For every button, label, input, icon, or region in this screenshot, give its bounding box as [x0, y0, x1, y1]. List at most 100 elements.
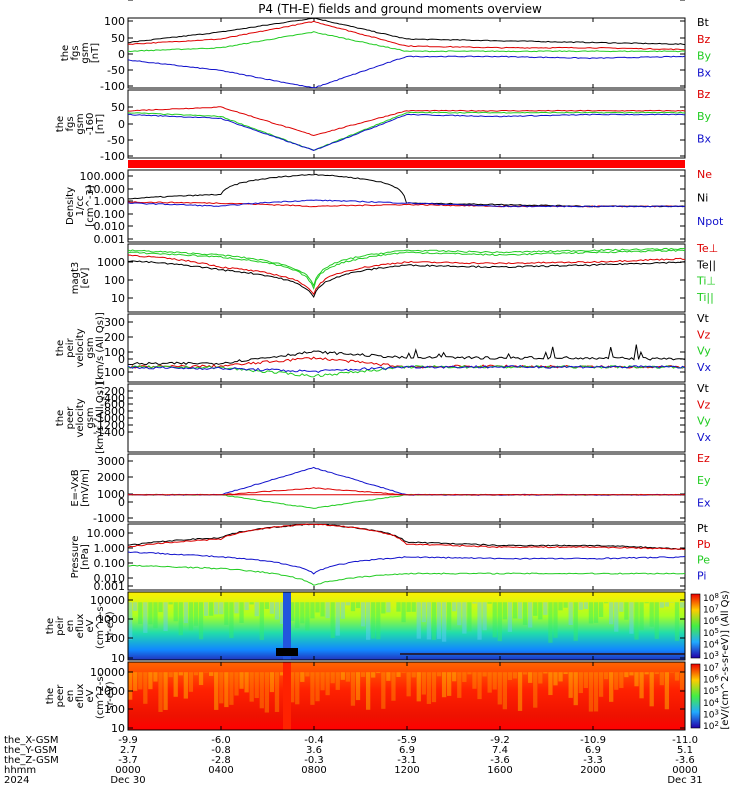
- y-tick-label: -800: [100, 405, 125, 418]
- spectrogram-stripe: [548, 602, 553, 643]
- legend-entry: Npot: [697, 215, 724, 228]
- spectrogram-stripe: [244, 602, 249, 611]
- spectrogram-stripe: [659, 672, 664, 686]
- spectrogram-stripe: [578, 602, 583, 610]
- spectrogram-stripe: [467, 672, 472, 675]
- spectrogram-stripe: [224, 672, 229, 708]
- y-tick-label: -400: [100, 392, 125, 405]
- ephemeris-value: 1200: [394, 765, 419, 776]
- spectrogram-stripe: [178, 672, 183, 676]
- spectrogram-stripe: [401, 602, 406, 623]
- spectrogram-stripe: [193, 672, 199, 676]
- ephemeris-value: -3.3: [583, 755, 603, 766]
- spectrogram-stripe: [269, 602, 275, 614]
- spectrogram-stripe: [355, 672, 361, 701]
- spectrogram-stripe: [507, 672, 513, 680]
- colorbar-tick-label: 106: [703, 615, 719, 627]
- y-axis-label-line: [km/s (All Qs)]: [95, 312, 106, 384]
- y-axis-label-line: eV: [85, 689, 96, 702]
- spectrogram-stripe: [441, 602, 447, 642]
- spectrogram-stripe: [214, 672, 219, 710]
- spectrogram-stripe: [128, 602, 133, 640]
- spectrogram-stripe: [664, 602, 670, 607]
- y-tick-label: 10.000: [87, 527, 126, 540]
- spectrogram-stripe: [411, 672, 416, 678]
- y-axis-label-line: the: [55, 340, 66, 356]
- spectrogram-stripe: [553, 672, 558, 686]
- spectrogram-stripe: [614, 602, 619, 632]
- legend-entry: Vy: [697, 415, 711, 428]
- y-axis-label-line: gsm: [85, 407, 96, 428]
- y-axis-label-line: fgs: [65, 116, 76, 131]
- y-axis-label-line: magt3: [70, 262, 81, 295]
- series-line-Ti⊥: Ti⊥: [127, 247, 686, 287]
- spectrogram-stripe: [573, 602, 578, 641]
- spectrogram-stripe: [320, 672, 325, 691]
- spectrogram-stripe: [558, 672, 563, 682]
- spectrogram-stripe: [274, 602, 280, 620]
- ephemeris-value: 7.4: [492, 745, 508, 756]
- spectrogram-stripe: [512, 602, 518, 619]
- spectrogram-stripe: [598, 672, 604, 697]
- spectrogram-stripe: [548, 672, 553, 696]
- ephemeris-row-label: hhmm: [4, 765, 36, 776]
- spectrogram-stripe: [350, 672, 356, 706]
- spectrogram-stripe: [512, 672, 518, 679]
- spectrogram-stripe: [649, 602, 654, 627]
- series-line-Pe: Pe: [127, 564, 686, 586]
- spectrogram-stripe: [138, 672, 143, 690]
- spectrogram-stripe: [644, 602, 649, 604]
- spectrogram-stripe: [396, 602, 401, 612]
- colorbar: [690, 663, 701, 729]
- spectrogram-stripe: [624, 672, 629, 678]
- y-axis-label: magt3 [eV]: [70, 262, 91, 295]
- spectrogram-stripe: [543, 672, 548, 674]
- spectrogram-stripe: [472, 672, 477, 689]
- ephemeris-table: the_X-GSM -9.9 -6.0 -0.4 -5.9 -9.2 -10.9 -11.0 t…: [4, 735, 703, 786]
- y-tick-label: 100.000: [80, 170, 126, 183]
- ephemeris-row-label: the_Y-GSM: [4, 745, 57, 756]
- series-line-By: By: [127, 111, 686, 151]
- ephemeris-row-label: the_Z-GSM: [4, 755, 59, 766]
- spectrogram-stripe: [203, 602, 209, 616]
- y-axis-label: the peer en eflux eV (cm^2-s-sr-eV): [45, 672, 116, 719]
- y-axis-label: the peer velocity gsm [km/s (All Qs)]: [55, 382, 106, 454]
- y-tick-label: 0: [118, 118, 125, 131]
- spectrogram-stripe: [209, 602, 214, 616]
- spectrogram-stripe: [411, 602, 416, 612]
- y-axis-label-line: fgs: [70, 45, 81, 60]
- spectrogram-stripe: [224, 602, 229, 625]
- ephemeris-value: -0.4: [304, 735, 324, 746]
- spectrogram-stripe: [654, 602, 659, 639]
- spectrogram-stripe: [426, 672, 432, 704]
- spectrogram-stripe: [538, 602, 543, 620]
- spectrogram-stripe: [487, 672, 492, 693]
- y-tick-label: 200: [104, 331, 125, 344]
- spectrogram-stripe: [639, 672, 644, 699]
- colorbar-tick-label: 105: [703, 685, 719, 697]
- colorbar-tick-label: 103: [703, 708, 719, 720]
- colorbar-tick-label: 106: [703, 674, 719, 686]
- y-axis-label-line: Pressure: [70, 536, 81, 579]
- spectrogram-stripe: [214, 602, 219, 615]
- colorbar-axis-label: [eV/(cm^2-s-sr-eV)] (All Qs): [720, 590, 731, 729]
- spectrogram-stripe: [477, 602, 482, 640]
- ephemeris-value: -3.1: [397, 755, 417, 766]
- spectrogram-stripe: [300, 672, 305, 682]
- y-axis-label-line: eflux: [75, 614, 86, 639]
- spectrogram-stripe: [335, 672, 340, 690]
- spectrogram-stripe: [629, 672, 634, 676]
- y-axis-label: the fgs gsm [nT]: [60, 42, 101, 63]
- spectrogram-stripe: [345, 672, 351, 682]
- y-axis-label: E=-VxB [mV/m]: [70, 469, 91, 507]
- y-tick-label: -50: [107, 134, 125, 147]
- y-tick-label: 100: [104, 346, 125, 359]
- spectrogram-fill: [128, 592, 685, 660]
- y-axis-label-line: [mV/m]: [80, 469, 91, 507]
- spectrogram-stripe: [355, 602, 361, 609]
- spectrogram-stripe: [219, 602, 224, 615]
- colorbar: [690, 593, 701, 659]
